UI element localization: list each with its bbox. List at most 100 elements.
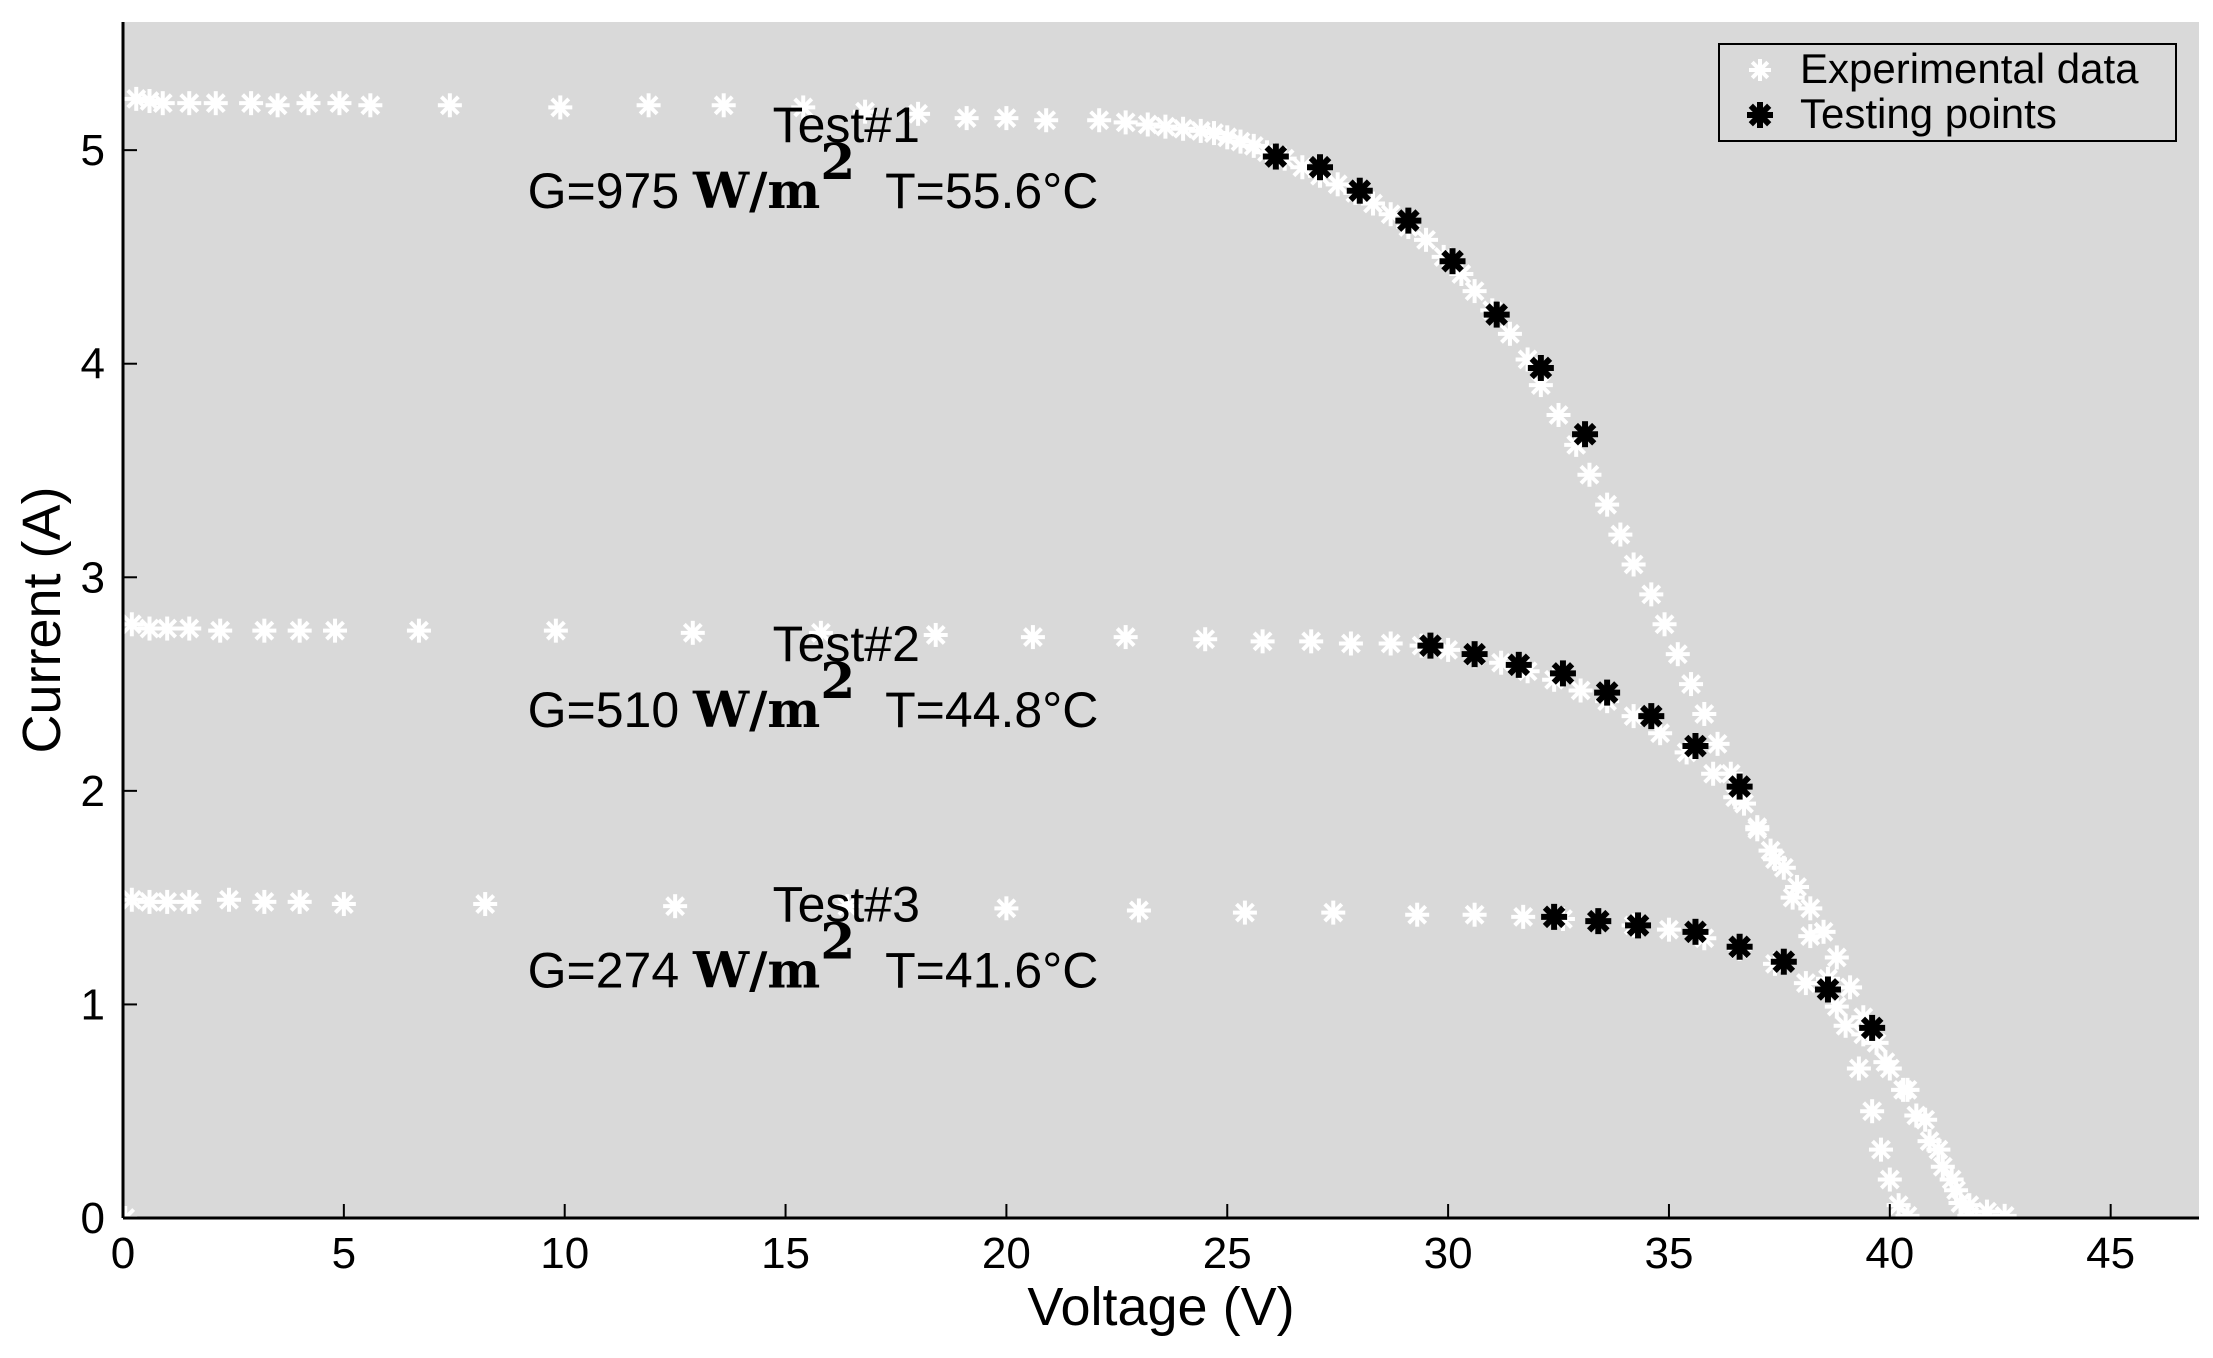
testing-point — [1594, 679, 1621, 706]
experimental-point — [208, 618, 233, 643]
experimental-point — [1656, 917, 1681, 942]
experimental-point — [1511, 904, 1536, 929]
testing-point — [1395, 207, 1422, 234]
x-tick-label: 45 — [2086, 1229, 2135, 1278]
x-tick-label: 30 — [1424, 1229, 1473, 1278]
annotation-test1-g: G=975 — [528, 163, 693, 219]
experimental-point — [1621, 552, 1646, 577]
experimental-point — [1325, 172, 1350, 197]
experimental-point — [265, 93, 290, 118]
annotation-test3-exp: 2 — [820, 911, 855, 970]
experimental-point — [1497, 321, 1522, 346]
y-tick-label: 1 — [81, 980, 105, 1029]
experimental-point — [155, 889, 180, 914]
experimental-point — [1762, 847, 1787, 872]
experimental-point — [331, 892, 356, 917]
experimental-point — [119, 887, 144, 912]
experimental-point — [119, 612, 144, 637]
legend-label-testing: Testing points — [1800, 90, 2057, 137]
experimental-point — [287, 889, 312, 914]
experimental-point — [1833, 1013, 1858, 1038]
testing-point — [1527, 354, 1554, 381]
y-tick-label: 4 — [81, 340, 105, 389]
experimental-point — [1193, 627, 1218, 652]
experimental-point — [1913, 1107, 1938, 1132]
experimental-point — [1665, 642, 1690, 667]
annotation-test2-unit: W/m — [692, 680, 820, 739]
experimental-point — [1692, 701, 1717, 726]
plot-area — [123, 22, 2199, 1218]
experimental-point — [1113, 625, 1138, 650]
experimental-point — [358, 93, 383, 118]
experimental-point — [1126, 898, 1151, 923]
experimental-point — [1568, 678, 1593, 703]
experimental-point — [1701, 761, 1726, 786]
experimental-point — [323, 618, 348, 643]
experimental-point — [252, 889, 277, 914]
testing-point — [1682, 918, 1709, 945]
experimental-point — [994, 106, 1019, 131]
testing-point — [1859, 1014, 1886, 1041]
annotation-test3-g: G=274 — [528, 943, 693, 999]
experimental-point — [1895, 1077, 1920, 1102]
experimental-point — [252, 618, 277, 643]
experimental-point — [177, 616, 202, 641]
testing-point — [1505, 651, 1532, 678]
experimental-point — [923, 622, 948, 647]
experimental-point — [1705, 731, 1730, 756]
testing-point — [1585, 908, 1612, 935]
experimental-point — [1873, 1050, 1898, 1075]
experimental-point — [177, 889, 202, 914]
legend-marker-experimental-glyph — [1749, 59, 1771, 81]
experimental-point — [1299, 629, 1324, 654]
experimental-point — [1321, 900, 1346, 925]
testing-point — [1638, 703, 1665, 730]
experimental-point — [1232, 900, 1257, 925]
x-axis-label: Voltage (V) — [1027, 1277, 1294, 1337]
experimental-point — [1436, 637, 1461, 662]
experimental-point — [791, 95, 816, 120]
experimental-point — [1652, 612, 1677, 637]
annotation-test1-title: Test#1 — [773, 97, 920, 153]
experimental-point — [994, 896, 1019, 921]
testing-point — [1262, 143, 1289, 170]
experimental-point — [1250, 629, 1275, 654]
experimental-point — [203, 91, 228, 116]
experimental-point — [327, 91, 352, 116]
testing-point — [1625, 912, 1652, 939]
y-tick-label: 3 — [81, 553, 105, 602]
experimental-point — [1113, 110, 1138, 135]
experimental-point — [1462, 279, 1487, 304]
experimental-point — [1639, 582, 1664, 607]
testing-point — [1682, 733, 1709, 760]
experimental-point — [1414, 227, 1439, 252]
annotation-test3-title: Test#3 — [773, 877, 920, 933]
experimental-point — [663, 894, 688, 919]
experimental-point — [287, 618, 312, 643]
x-tick-label: 35 — [1644, 1229, 1693, 1278]
experimental-point — [1877, 1167, 1902, 1192]
legend-marker-testing — [1747, 102, 1773, 128]
legend-marker-testing-glyph — [1747, 102, 1773, 128]
testing-point — [1483, 301, 1510, 328]
experimental-point — [1171, 116, 1196, 141]
testing-point — [1726, 773, 1753, 800]
experimental-point — [954, 106, 979, 131]
x-tick-label: 20 — [982, 1229, 1031, 1278]
y-tick-label: 5 — [81, 126, 105, 175]
x-tick-label: 5 — [332, 1229, 356, 1278]
experimental-point — [680, 620, 705, 645]
experimental-point — [1974, 1199, 1999, 1224]
test-annotations: Test#1 G=975 W/m2T=55.6°C Test#2 G=510 W… — [528, 97, 1099, 1000]
experimental-point — [1860, 1099, 1885, 1124]
legend-marker-experimental — [1749, 59, 1771, 81]
experimental-point — [853, 99, 878, 124]
experimental-point — [1595, 492, 1620, 517]
testing-point — [1439, 248, 1466, 275]
experimental-point — [1405, 902, 1430, 927]
axes — [121, 22, 2199, 1220]
experimental-point — [1608, 522, 1633, 547]
x-tick-label: 15 — [761, 1229, 810, 1278]
legend-label-experimental: Experimental data — [1800, 45, 2139, 92]
